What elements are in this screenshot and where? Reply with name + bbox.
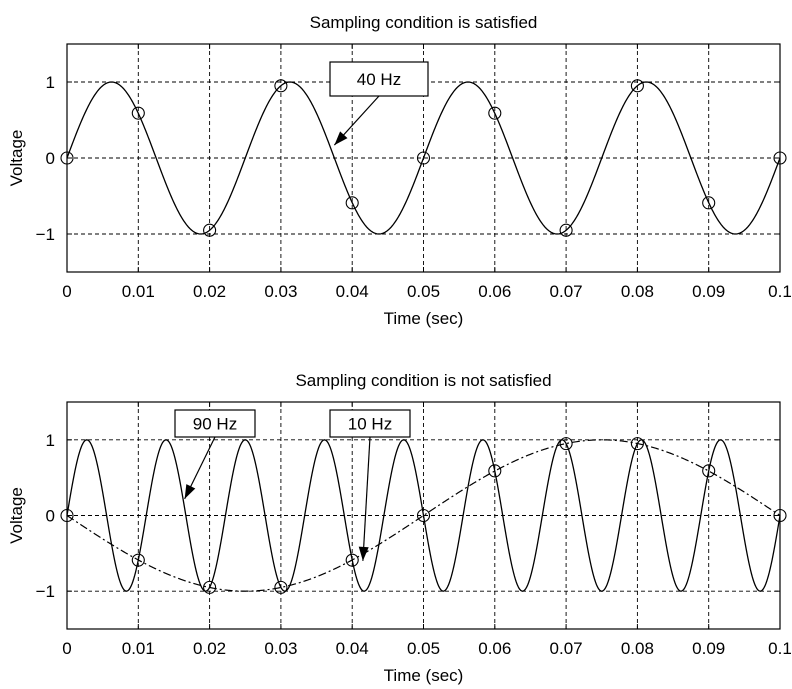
x-tick-label: 0.04 — [336, 282, 369, 301]
sample-point — [702, 196, 716, 210]
y-axis-label: Voltage — [7, 130, 26, 187]
x-tick-label: 0.09 — [692, 282, 725, 301]
sample-point — [131, 106, 145, 120]
sample-point — [559, 437, 573, 451]
x-tick-label: 0.06 — [478, 639, 511, 658]
annotation-label: 10 Hz — [348, 415, 392, 434]
sample-point — [203, 223, 217, 237]
annotation-box — [329, 61, 429, 97]
x-axis-label: Time (sec) — [384, 309, 464, 328]
bottom-panel: 0 0.01 0.02 0.03 0.04 0.05 0.06 0.07 0.08 0.09 0.1… — [7, 371, 792, 685]
chart-title: Sampling condition is satisfied — [310, 13, 538, 32]
y-tick-label: 1 — [46, 431, 55, 450]
y-axis-label: Voltage — [7, 487, 26, 544]
y-tick-label: −1 — [36, 582, 55, 601]
annotation-arrowhead — [334, 131, 348, 146]
sample-point — [630, 437, 644, 451]
sample-point — [488, 106, 502, 120]
x-tick-label: 0.07 — [550, 639, 583, 658]
annotation-box — [329, 409, 411, 438]
annotation-arrowhead — [358, 546, 369, 561]
x-tick-label: 0.09 — [692, 639, 725, 658]
series-40hz-line — [66, 81, 781, 235]
sample-point — [274, 79, 288, 93]
x-tick-label: 0.04 — [336, 639, 369, 658]
annotation-arrow — [362, 436, 371, 561]
sample-point — [131, 553, 145, 567]
annotation-box — [174, 409, 256, 438]
top-panel: 0 0.01 0.02 0.03 0.04 0.05 0.06 0.07 0.08 0.09 0.1… — [7, 13, 792, 328]
x-tick-label: 0 — [62, 282, 71, 301]
sample-point — [559, 223, 573, 237]
x-tick-label: 0.1 — [768, 282, 792, 301]
x-tick-label: 0 — [62, 639, 71, 658]
x-tick-label: 0.01 — [122, 282, 155, 301]
annotation-label: 40 Hz — [357, 70, 401, 89]
x-tick-label: 0.02 — [193, 282, 226, 301]
sample-point — [702, 464, 716, 478]
x-tick-label: 0.03 — [264, 639, 297, 658]
sample-point — [416, 508, 431, 523]
y-tick-label: −1 — [36, 225, 55, 244]
x-axis-label: Time (sec) — [384, 666, 464, 685]
sample-point — [345, 196, 359, 210]
x-tick-label: 0.08 — [621, 639, 654, 658]
series-90hz-line — [66, 439, 781, 592]
y-tick-label: 0 — [46, 149, 55, 168]
x-tick-label: 0.08 — [621, 282, 654, 301]
x-tick-label: 0.03 — [264, 282, 297, 301]
y-tick-label: 0 — [46, 507, 55, 526]
annotation-label: 90 Hz — [193, 415, 237, 434]
sample-point — [203, 580, 217, 594]
x-tick-label: 0.06 — [478, 282, 511, 301]
x-tick-label: 0.07 — [550, 282, 583, 301]
sample-point — [345, 553, 359, 567]
sample-point — [416, 151, 431, 165]
x-tick-label: 0.05 — [407, 639, 440, 658]
x-tick-label: 0.05 — [407, 282, 440, 301]
x-tick-label: 0.02 — [193, 639, 226, 658]
y-tick-label: 1 — [46, 73, 55, 92]
chart-title: Sampling condition is not satisfied — [295, 371, 551, 390]
sample-point — [630, 79, 644, 93]
x-tick-label: 0.01 — [122, 639, 155, 658]
x-tick-label: 0.1 — [768, 639, 792, 658]
sample-point — [488, 464, 502, 478]
annotation-arrowhead — [184, 484, 196, 499]
sample-point — [274, 580, 288, 594]
